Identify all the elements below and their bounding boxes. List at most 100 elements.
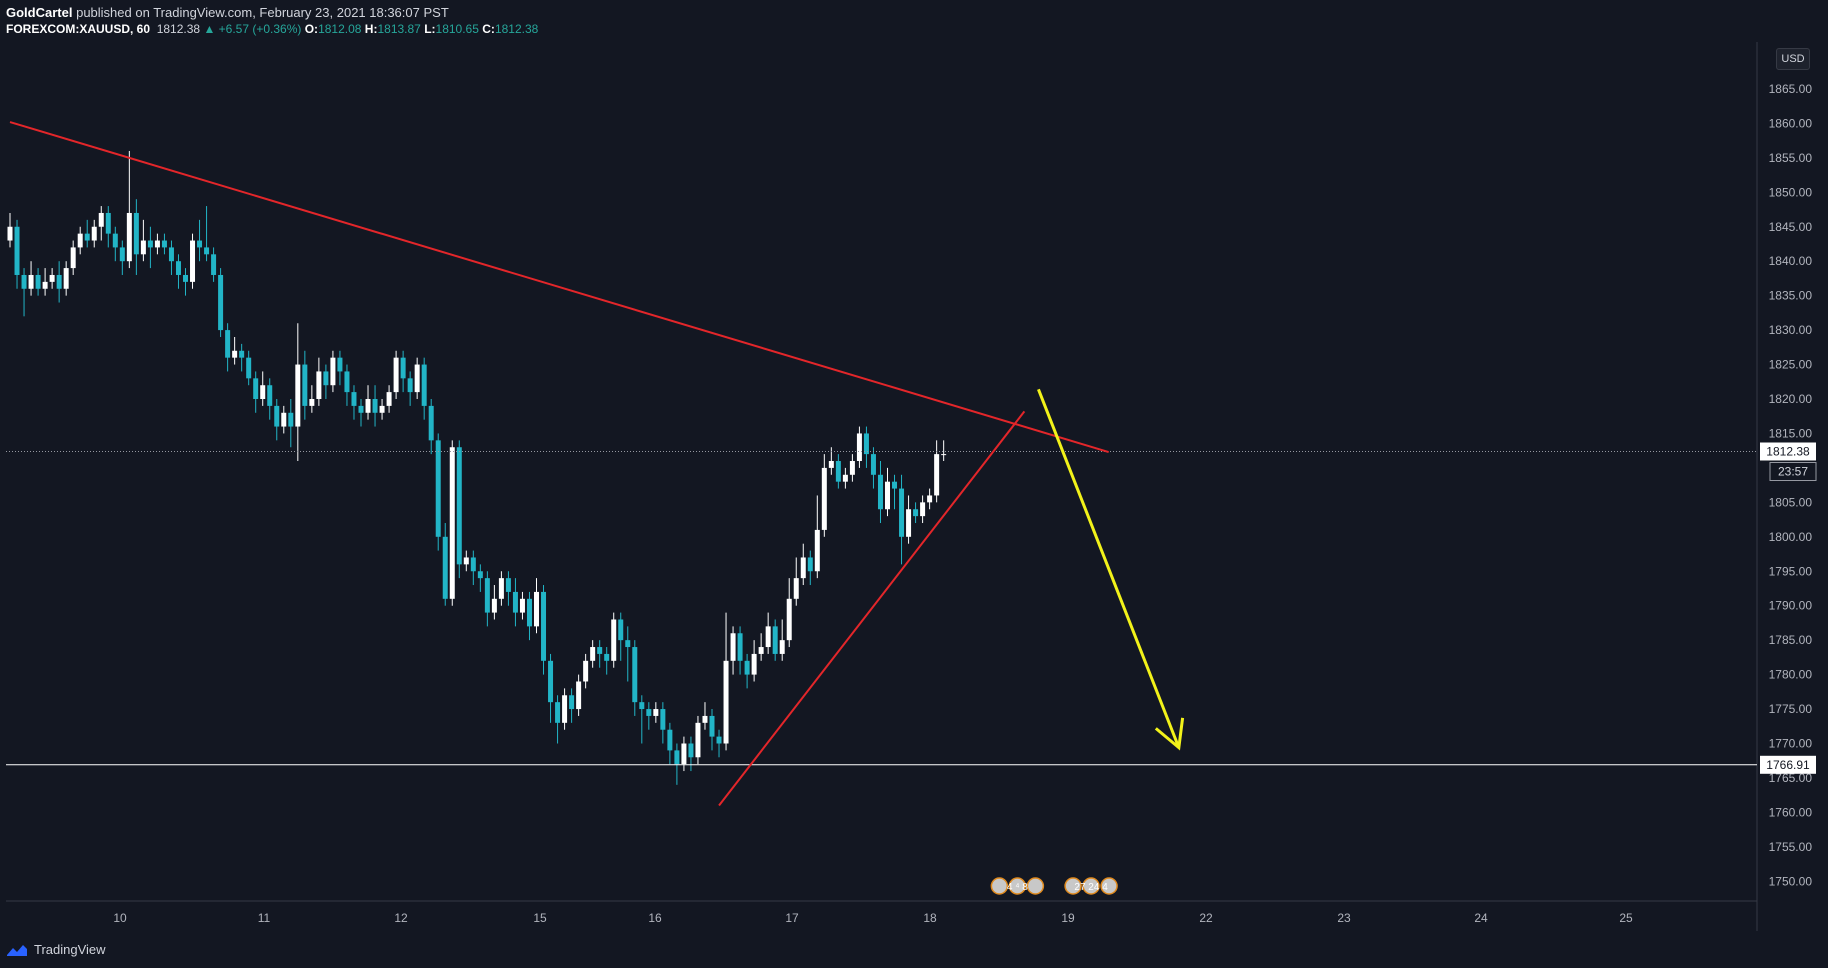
- candle-body: [512, 591, 518, 613]
- price-chart[interactable]: 4 ⁴ 8 27 24 4 1865.00 1860.00 1855.00 1850.0…: [0, 0, 1828, 934]
- candle-body: [674, 750, 680, 765]
- candle-body: [927, 495, 933, 503]
- symbol-label[interactable]: FOREXCOM:XAUUSD, 60: [6, 22, 151, 36]
- candle-body: [604, 653, 610, 661]
- candle-body: [625, 640, 631, 648]
- candle-body: [21, 274, 27, 289]
- open-label: O:: [304, 22, 319, 36]
- candle-body: [913, 509, 919, 517]
- candle-body: [288, 412, 294, 427]
- event-badge-text: 27 24 4: [1074, 882, 1108, 893]
- candle-body: [190, 240, 196, 282]
- candle-body: [526, 598, 532, 627]
- price-labels: 1812.38 23:57 1766.91: [1760, 442, 1817, 774]
- candle-body: [590, 647, 596, 661]
- candle-body: [653, 709, 659, 716]
- economic-event-badge[interactable]: 4 ⁴ 8: [990, 877, 1045, 895]
- candle-body: [597, 647, 603, 654]
- candle-body: [316, 371, 322, 399]
- economic-event-badge[interactable]: 27 24 4: [1064, 877, 1118, 895]
- candle-body: [814, 529, 820, 572]
- candle-body: [98, 212, 104, 227]
- y-tick-label: 1825.00: [1769, 358, 1813, 372]
- candle-body: [225, 330, 231, 358]
- candle-body: [562, 695, 568, 723]
- support-trendline[interactable]: [718, 410, 1026, 807]
- y-tick-label: 1765.00: [1769, 771, 1813, 785]
- candle-body: [618, 619, 624, 641]
- candle-body: [877, 474, 883, 510]
- candle-body: [281, 412, 287, 427]
- y-tick-label: 1785.00: [1769, 633, 1813, 647]
- candle-body: [828, 461, 834, 468]
- price-axis[interactable]: 1865.00 1860.00 1855.00 1850.00 1845.00 1840.…: [1769, 82, 1813, 888]
- flag-icon: [990, 877, 1009, 895]
- last-price-tag: 1812.38: [1766, 445, 1810, 459]
- candle-body: [168, 247, 174, 262]
- candle-body: [786, 598, 792, 641]
- x-tick-label: 15: [533, 911, 547, 925]
- flag-icon: [1082, 877, 1100, 895]
- candle-body: [765, 626, 771, 648]
- resistance-trendline[interactable]: [9, 121, 1109, 454]
- author-name[interactable]: GoldCartel: [6, 5, 73, 20]
- y-tick-label: 1865.00: [1769, 82, 1813, 96]
- candle-body: [716, 736, 722, 744]
- candle-body: [583, 660, 589, 682]
- candle-body: [793, 578, 799, 599]
- candle-body: [175, 261, 181, 275]
- x-tick-label: 24: [1474, 911, 1488, 925]
- candle-body: [498, 578, 504, 599]
- y-tick-label: 1760.00: [1769, 805, 1813, 819]
- support-tag-bg: [1760, 755, 1816, 774]
- chart-header: GoldCartel published on TradingView.com,…: [0, 0, 1828, 42]
- projection-arrow-shaft[interactable]: [1037, 388, 1181, 749]
- candle-body: [421, 364, 427, 406]
- candle-body: [372, 399, 378, 413]
- y-tick-label: 1815.00: [1769, 426, 1813, 440]
- x-tick-label: 10: [113, 911, 127, 925]
- tradingview-icon: [7, 944, 27, 956]
- flag-icon: [1026, 877, 1045, 895]
- low-value: 1810.65: [435, 22, 479, 36]
- candle-body: [639, 702, 645, 710]
- y-tick-label: 1855.00: [1769, 151, 1813, 165]
- y-tick-label: 1780.00: [1769, 668, 1813, 682]
- x-tick-label: 12: [394, 911, 408, 925]
- candle-body: [688, 743, 694, 758]
- candle-body: [183, 274, 188, 282]
- candle-body: [330, 357, 336, 386]
- candle-body: [295, 364, 301, 427]
- candle-body: [386, 392, 392, 406]
- candle-body: [161, 240, 167, 248]
- candle-body: [7, 226, 13, 241]
- candle-body: [941, 454, 947, 456]
- currency-badge[interactable]: USD: [1776, 48, 1810, 70]
- candle-body: [147, 240, 153, 248]
- candle-body: [849, 461, 855, 475]
- close-label: C:: [482, 22, 495, 36]
- candle-body: [751, 653, 757, 675]
- countdown-label: 23:57: [1778, 465, 1808, 479]
- tradingview-logo[interactable]: TradingView: [6, 942, 106, 957]
- y-tick-label: 1840.00: [1769, 254, 1813, 268]
- candle-body: [484, 578, 490, 613]
- countdown-bg: [1769, 462, 1817, 482]
- plot-background: [6, 42, 1757, 901]
- candle-body: [555, 702, 561, 723]
- candle-body: [779, 640, 785, 654]
- candle-body: [35, 274, 41, 289]
- candle-body: [449, 447, 455, 599]
- time-axis[interactable]: 10 11 12 15 16 17 18 19 22 23 24 25: [113, 911, 1633, 925]
- candle-body: [267, 385, 273, 406]
- publish-line: GoldCartel published on TradingView.com,…: [6, 5, 449, 20]
- candle-body: [491, 598, 497, 613]
- y-tick-label: 1800.00: [1769, 530, 1813, 544]
- x-tick-label: 11: [258, 911, 271, 925]
- candle-body: [470, 557, 476, 572]
- candle-body: [737, 633, 743, 661]
- y-tick-label: 1845.00: [1769, 220, 1813, 234]
- candle-body: [632, 647, 638, 703]
- candle-body: [414, 364, 420, 393]
- candle-body: [821, 467, 827, 530]
